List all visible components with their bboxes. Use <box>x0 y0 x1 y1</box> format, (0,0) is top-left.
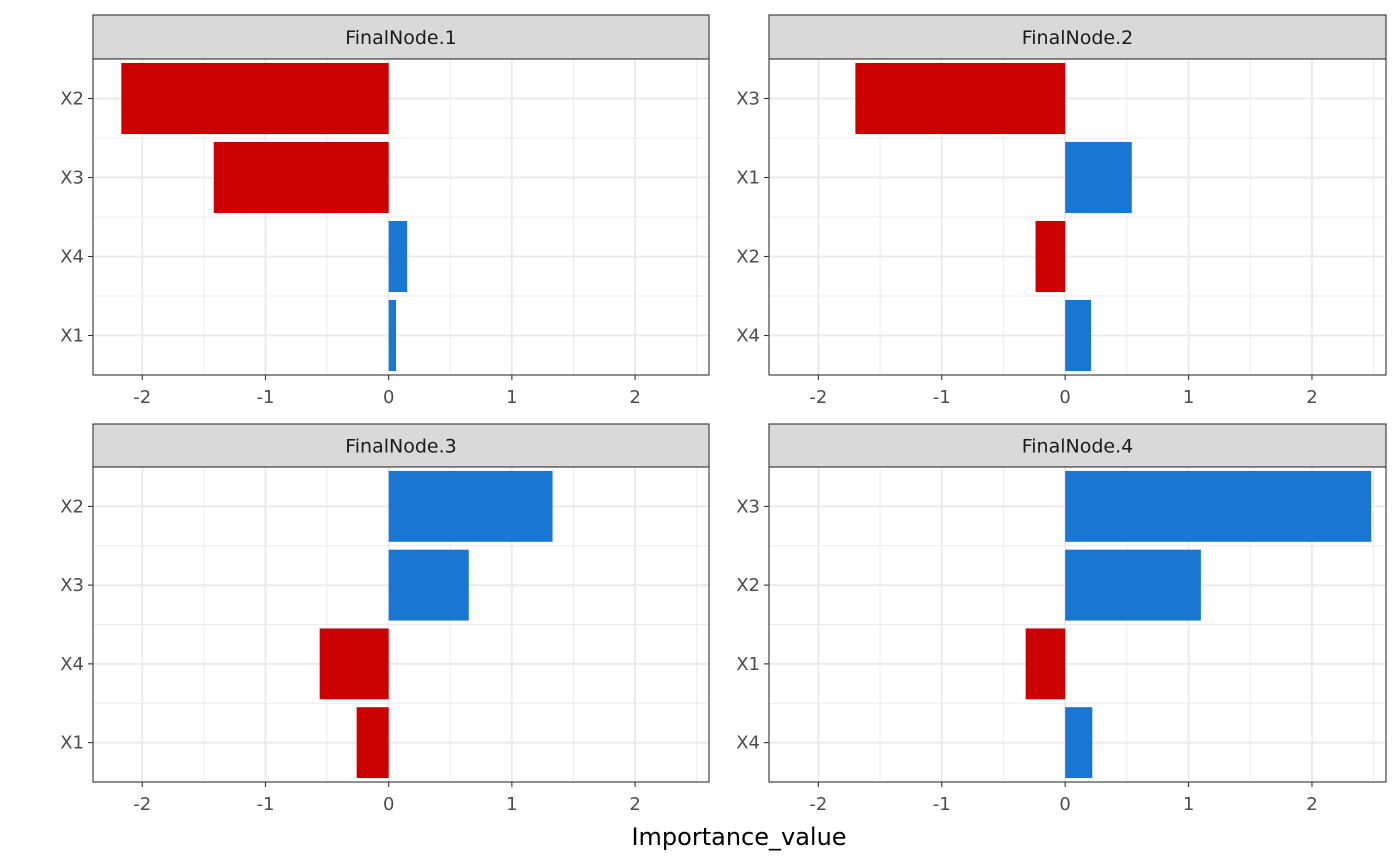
y-tick-label: X2 <box>60 89 84 110</box>
x-tick-label: -2 <box>809 387 827 408</box>
bar-x2 <box>1065 549 1201 621</box>
y-tick-label: X4 <box>736 733 760 754</box>
facet-strip <box>92 14 710 60</box>
x-tick-label: -2 <box>809 794 827 815</box>
bar-x4 <box>319 628 389 700</box>
facet-panel-4: FinalNode.4 X3 X2 X1 X4 -2 -1 0 1 2 <box>736 423 1387 815</box>
y-tick-label: X2 <box>60 496 84 517</box>
x-tick-label: 1 <box>506 387 517 408</box>
bar-x4 <box>1065 707 1093 779</box>
x-tick-label: 2 <box>1306 387 1317 408</box>
x-tick-label: 1 <box>1183 794 1194 815</box>
y-tick-label: X1 <box>736 168 760 189</box>
y-tick-label: X3 <box>60 168 84 189</box>
y-tick-label: X4 <box>60 654 84 675</box>
bar-x3 <box>213 141 389 214</box>
bar-x1 <box>388 299 397 372</box>
x-tick-label: -2 <box>133 387 151 408</box>
bar-x2 <box>121 62 389 135</box>
facet-title: FinalNode.4 <box>1022 436 1134 458</box>
y-tick-label: X2 <box>736 575 760 596</box>
y-tick-label: X4 <box>60 247 84 268</box>
panel-border <box>92 58 710 376</box>
bar-x1 <box>356 707 389 779</box>
facet-panel-1: FinalNode.1 X2 X3 X4 X1 -2 -1 0 1 2 <box>60 14 710 408</box>
panel-border <box>92 466 710 783</box>
x-tick-label: -1 <box>257 387 275 408</box>
facet-strip <box>92 423 710 468</box>
x-tick-label: -1 <box>933 794 951 815</box>
x-tick-label: 2 <box>629 794 640 815</box>
y-tick-label: X3 <box>736 89 760 110</box>
bar-x2 <box>388 470 553 542</box>
bar-x4 <box>1065 299 1092 372</box>
x-tick-label: 0 <box>383 387 394 408</box>
x-tick-label: -1 <box>933 387 951 408</box>
x-tick-label: -2 <box>133 794 151 815</box>
y-tick-label: X1 <box>60 733 84 754</box>
x-tick-label: -1 <box>257 794 275 815</box>
x-tick-label: 0 <box>1059 794 1070 815</box>
bar-x3 <box>855 62 1066 135</box>
x-tick-label: 0 <box>383 794 394 815</box>
bar-x3 <box>388 549 469 621</box>
x-tick-label: 2 <box>1306 794 1317 815</box>
y-tick-label: X3 <box>60 575 84 596</box>
y-tick-label: X3 <box>736 496 760 517</box>
bar-x2 <box>1035 220 1066 293</box>
facet-title: FinalNode.3 <box>345 436 457 458</box>
facet-panel-3: FinalNode.3 X2 X3 X4 X1 -2 -1 0 1 2 <box>60 423 710 815</box>
x-tick-label: 1 <box>1183 387 1194 408</box>
panel-border <box>768 58 1387 376</box>
x-tick-label: 2 <box>629 387 640 408</box>
x-tick-label: 0 <box>1059 387 1070 408</box>
y-tick-label: X1 <box>60 326 84 347</box>
x-axis-title: Importance_value <box>631 823 846 851</box>
bar-x4 <box>388 220 408 293</box>
y-tick-label: X2 <box>736 247 760 268</box>
bar-x1 <box>1065 141 1132 214</box>
facet-strip <box>768 423 1387 468</box>
bar-x3 <box>1065 470 1372 542</box>
bar-x1 <box>1025 628 1066 700</box>
facet-title: FinalNode.1 <box>345 27 457 49</box>
y-tick-label: X4 <box>736 326 760 347</box>
panel-border <box>768 466 1387 783</box>
facet-title: FinalNode.2 <box>1022 27 1134 49</box>
x-tick-label: 1 <box>506 794 517 815</box>
facet-panel-2: FinalNode.2 X3 X1 X2 X4 -2 -1 0 1 2 <box>736 14 1387 408</box>
y-tick-label: X1 <box>736 654 760 675</box>
